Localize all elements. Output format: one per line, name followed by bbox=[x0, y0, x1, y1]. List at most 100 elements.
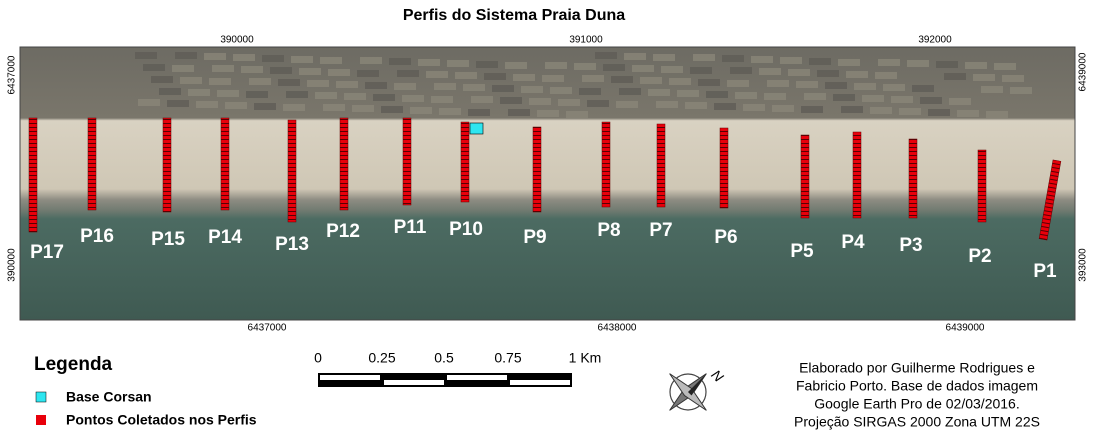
urban-block bbox=[286, 91, 308, 98]
coord-label: 390000 bbox=[220, 35, 254, 46]
profile-points bbox=[162, 117, 172, 213]
urban-block bbox=[468, 109, 490, 116]
scale-label: 1 Km bbox=[569, 350, 602, 366]
urban-block bbox=[587, 100, 609, 107]
profile-label: P11 bbox=[394, 217, 427, 238]
urban-block bbox=[1010, 87, 1032, 94]
urban-area bbox=[135, 52, 1032, 118]
urban-block bbox=[431, 96, 453, 103]
urban-block bbox=[838, 59, 860, 66]
urban-block bbox=[455, 72, 477, 79]
urban-block bbox=[505, 62, 527, 69]
urban-block bbox=[373, 94, 395, 101]
profile-label: P14 bbox=[208, 227, 242, 248]
urban-block bbox=[817, 70, 839, 77]
urban-block bbox=[394, 83, 416, 90]
credit-line: Projeção SIRGAS 2000 Zona UTM 22S bbox=[794, 414, 1040, 430]
urban-block bbox=[439, 108, 461, 115]
urban-block bbox=[656, 101, 678, 108]
urban-block bbox=[653, 54, 675, 61]
profile-label: P16 bbox=[80, 226, 114, 247]
coord-label: 393000 bbox=[1078, 248, 1089, 282]
profile-label: P12 bbox=[326, 221, 360, 242]
profile-points bbox=[28, 117, 38, 233]
credits: Elaborado por Guilherme Rodrigues e Fabri… bbox=[794, 360, 1040, 430]
coord-label: 6437000 bbox=[7, 55, 18, 94]
urban-block bbox=[299, 68, 321, 75]
urban-block bbox=[537, 110, 559, 117]
urban-block bbox=[722, 55, 744, 62]
urban-block bbox=[175, 52, 197, 59]
urban-block bbox=[965, 62, 987, 69]
urban-block bbox=[492, 85, 514, 92]
profile-points bbox=[719, 127, 729, 209]
urban-block bbox=[957, 110, 979, 117]
urban-block bbox=[912, 85, 934, 92]
urban-block bbox=[138, 99, 160, 106]
urban-block bbox=[611, 76, 633, 83]
urban-block bbox=[270, 67, 292, 74]
profiles: P1 P2 P3 P4 P5 P6 P7 P8 P9 P10 P11 P12 P13 P14 P15 P16 P… bbox=[28, 117, 1062, 282]
urban-block bbox=[579, 88, 601, 95]
coord-label: 6439000 bbox=[1078, 52, 1089, 91]
urban-block bbox=[891, 96, 913, 103]
coord-label: 6438000 bbox=[598, 323, 637, 334]
urban-block bbox=[508, 109, 530, 116]
urban-block bbox=[217, 90, 239, 97]
urban-block bbox=[862, 95, 884, 102]
legend-label: Base Corsan bbox=[66, 389, 152, 405]
urban-block bbox=[619, 88, 641, 95]
urban-block bbox=[846, 71, 868, 78]
urban-block bbox=[550, 87, 572, 94]
urban-block bbox=[875, 72, 897, 79]
urban-block bbox=[320, 57, 342, 64]
credit-line: Elaborado por Guilherme Rodrigues e bbox=[799, 360, 1035, 376]
urban-block bbox=[780, 57, 802, 64]
urban-block bbox=[328, 69, 350, 76]
urban-block bbox=[159, 88, 181, 95]
urban-block bbox=[262, 55, 284, 62]
urban-block bbox=[759, 68, 781, 75]
urban-block bbox=[352, 105, 374, 112]
urban-block bbox=[434, 83, 456, 90]
urban-block bbox=[233, 54, 255, 61]
scale-labels: 0 0.25 0.5 0.75 1 Km bbox=[314, 350, 601, 366]
profile-label: P4 bbox=[841, 232, 865, 253]
urban-block bbox=[949, 98, 971, 105]
urban-block bbox=[566, 111, 588, 118]
urban-block bbox=[616, 101, 638, 108]
profile-label: P13 bbox=[275, 234, 309, 255]
urban-block bbox=[323, 104, 345, 111]
urban-block bbox=[986, 111, 1008, 118]
urban-block bbox=[315, 92, 337, 99]
urban-block bbox=[920, 97, 942, 104]
profile-points bbox=[287, 119, 297, 223]
urban-block bbox=[196, 101, 218, 108]
urban-block bbox=[772, 105, 794, 112]
urban-block bbox=[180, 77, 202, 84]
urban-block bbox=[751, 56, 773, 63]
urban-block bbox=[928, 109, 950, 116]
scale-label: 0.75 bbox=[494, 350, 521, 366]
profile-points bbox=[977, 149, 987, 223]
urban-block bbox=[278, 79, 300, 86]
urban-block bbox=[706, 91, 728, 98]
urban-block bbox=[545, 62, 567, 69]
urban-block bbox=[254, 103, 276, 110]
urban-block bbox=[632, 65, 654, 72]
urban-block bbox=[484, 73, 506, 80]
urban-block bbox=[307, 80, 329, 87]
urban-block bbox=[981, 86, 1003, 93]
urban-block bbox=[426, 71, 448, 78]
urban-block bbox=[801, 106, 823, 113]
urban-block bbox=[410, 107, 432, 114]
profile-label: P5 bbox=[790, 241, 814, 262]
profile-points bbox=[87, 117, 97, 211]
urban-block bbox=[447, 60, 469, 67]
scale-label: 0.25 bbox=[368, 350, 395, 366]
urban-block bbox=[899, 108, 921, 115]
urban-block bbox=[788, 69, 810, 76]
legend-swatch bbox=[35, 391, 47, 403]
profile-label: P8 bbox=[597, 220, 620, 241]
urban-block bbox=[693, 54, 715, 61]
